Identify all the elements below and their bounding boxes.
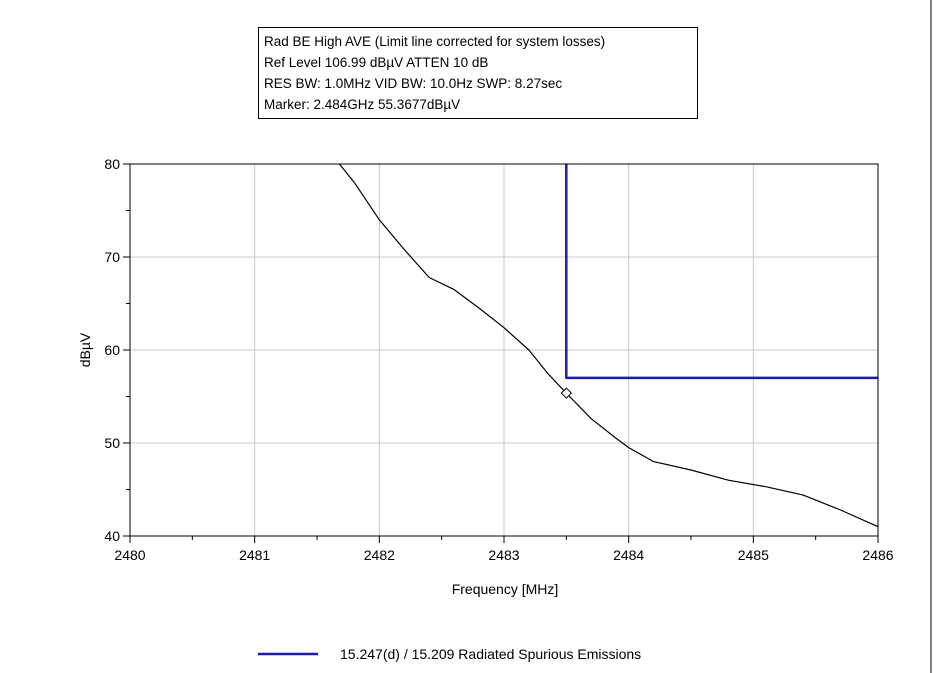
x-tick-label: 2481 bbox=[239, 547, 270, 563]
legend: 15.247(d) / 15.209 Radiated Spurious Emi… bbox=[258, 646, 641, 662]
info-ref-level: Ref Level 106.99 dBµV ATTEN 10 dB bbox=[264, 55, 489, 70]
y-tick-label: 50 bbox=[104, 435, 120, 451]
legend-label: 15.247(d) / 15.209 Radiated Spurious Emi… bbox=[340, 646, 641, 662]
x-axis-label: Frequency [MHz] bbox=[452, 581, 559, 597]
y-tick-label: 40 bbox=[104, 528, 120, 544]
info-marker: Marker: 2.484GHz 55.3677dBµV bbox=[264, 97, 461, 112]
info-bandwidth: RES BW: 1.0MHz VID BW: 10.0Hz SWP: 8.27s… bbox=[264, 76, 563, 91]
x-tick-label: 2483 bbox=[488, 547, 519, 563]
chart-series bbox=[338, 163, 879, 528]
emission-trace bbox=[338, 163, 879, 528]
limit-line bbox=[565, 164, 878, 380]
marker-diamond-icon bbox=[560, 387, 573, 399]
y-tick-label: 60 bbox=[104, 342, 120, 358]
y-tick-label: 70 bbox=[104, 249, 120, 265]
x-tick-label: 2480 bbox=[114, 547, 145, 563]
x-tick-label: 2486 bbox=[862, 547, 893, 563]
chart-ticks: 2480 2481 2482 2483 2484 2485 2486 40 50 60 70 80 bbox=[104, 156, 893, 563]
y-tick-label: 80 bbox=[104, 156, 120, 172]
chart-grid bbox=[130, 164, 878, 536]
y-axis-label: dBµV bbox=[77, 332, 93, 367]
measurement-info-box: Rad BE High AVE (Limit line corrected fo… bbox=[258, 27, 698, 119]
x-tick-label: 2485 bbox=[738, 547, 769, 563]
info-title: Rad BE High AVE (Limit line corrected fo… bbox=[264, 34, 606, 49]
x-tick-label: 2482 bbox=[364, 547, 395, 563]
x-tick-label: 2484 bbox=[613, 547, 644, 563]
